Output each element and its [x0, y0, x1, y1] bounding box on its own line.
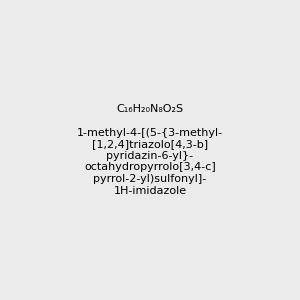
- Text: C₁₆H₂₀N₈O₂S

1-methyl-4-[(5-{3-methyl-
[1,2,4]triazolo[4,3-b]
pyridazin-6-yl}-
o: C₁₆H₂₀N₈O₂S 1-methyl-4-[(5-{3-methyl- [1…: [77, 104, 223, 196]
